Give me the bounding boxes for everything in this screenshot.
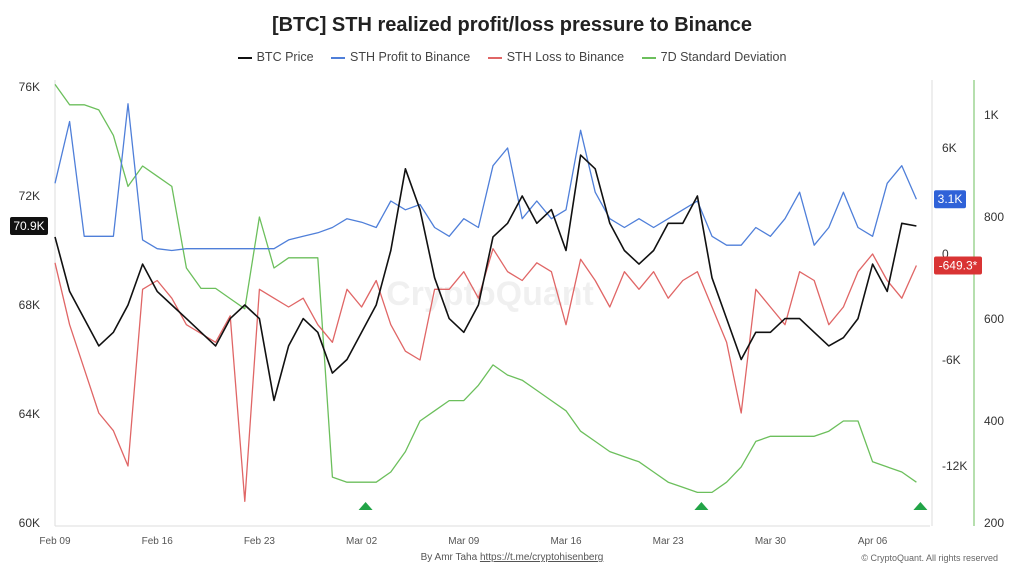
std-tick-label: 400 xyxy=(984,414,1004,428)
flow-tick-label: -12K xyxy=(942,459,967,473)
copyright: © CryptoQuant. All rights reserved xyxy=(861,553,998,563)
watermark: CryptoQuant xyxy=(386,275,594,313)
buy-signal-marker xyxy=(694,502,709,510)
x-tick-label: Feb 23 xyxy=(244,536,276,547)
std-tick-label: 800 xyxy=(984,210,1004,224)
std-tick-label: 200 xyxy=(984,516,1004,530)
flow-tick-label: 0 xyxy=(942,247,949,261)
legend-item-btc-price[interactable]: BTC Price xyxy=(237,50,314,64)
std-tick-label: 1K xyxy=(984,108,999,122)
series-sth-profit-to-binance xyxy=(54,103,917,252)
price-tick-label: 60K xyxy=(19,516,40,530)
footer: By Amr Taha https://t.me/cryptohisenberg xyxy=(0,552,1024,563)
flow-tick-label: 6K xyxy=(942,141,957,155)
price-last-badge-bg xyxy=(10,216,48,235)
profit-last-badge: 3.1K xyxy=(938,192,963,206)
flow-tick-label: -6K xyxy=(942,353,961,367)
price-tick-label: 76K xyxy=(19,80,40,94)
x-tick-label: Mar 23 xyxy=(653,536,685,547)
legend-label: STH Profit to Binance xyxy=(350,50,471,64)
chart-title: [BTC] STH realized profit/loss pressure … xyxy=(271,14,753,36)
legend: BTC Price STH Profit to Binance STH Loss… xyxy=(0,50,1024,64)
series-btc-price xyxy=(54,154,917,402)
x-tick-label: Mar 02 xyxy=(346,536,378,547)
legend-label: STH Loss to Binance xyxy=(506,50,625,64)
loss-last-badge-bg xyxy=(934,256,982,275)
author-link[interactable]: https://t.me/cryptohisenberg xyxy=(479,552,604,563)
profit-last-badge-bg xyxy=(934,190,966,209)
buy-signal-marker xyxy=(358,502,373,510)
x-tick-label: Feb 09 xyxy=(39,536,71,547)
x-tick-label: Mar 16 xyxy=(550,536,582,547)
x-tick-label: Mar 30 xyxy=(755,536,787,547)
legend-label: 7D Standard Deviation xyxy=(660,50,787,64)
author-credit: By Amr Taha xyxy=(420,552,478,563)
loss-last-badge: -649.3* xyxy=(939,258,978,272)
x-tick-label: Apr 06 xyxy=(858,536,888,547)
price-tick-label: 72K xyxy=(19,189,40,203)
price-last-badge: 70.9K xyxy=(13,219,44,233)
price-tick-label: 64K xyxy=(19,407,40,421)
price-tick-label: 68K xyxy=(19,298,40,312)
legend-label: BTC Price xyxy=(256,50,314,64)
series-7d-standard-deviation xyxy=(54,84,917,494)
std-tick-label: 600 xyxy=(984,312,1004,326)
legend-item-std-dev[interactable]: 7D Standard Deviation xyxy=(641,50,787,64)
legend-item-sth-profit[interactable]: STH Profit to Binance xyxy=(331,50,470,64)
legend-item-sth-loss[interactable]: STH Loss to Binance xyxy=(487,50,625,64)
buy-signal-marker xyxy=(913,502,928,510)
x-tick-label: Feb 16 xyxy=(142,536,174,547)
x-tick-label: Mar 09 xyxy=(448,536,480,547)
